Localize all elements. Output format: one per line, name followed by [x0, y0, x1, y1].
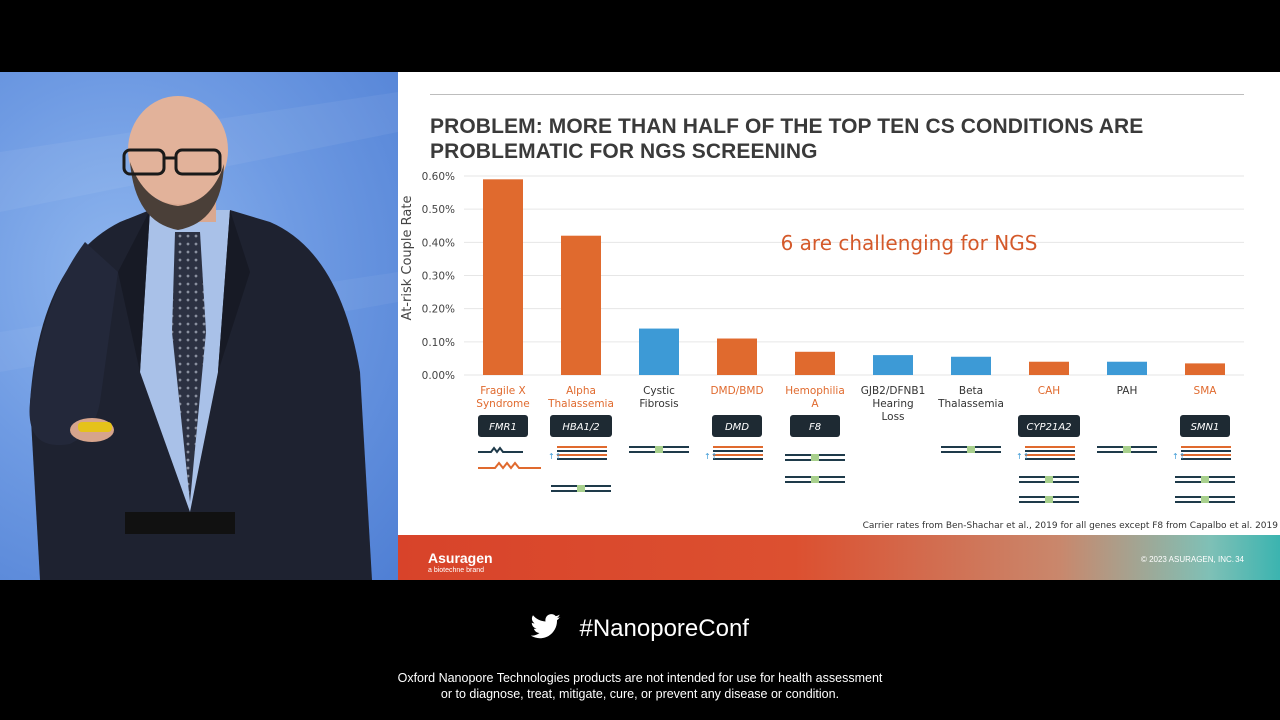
- sequence-schematic: [811, 454, 819, 461]
- category-label: A: [811, 398, 819, 410]
- slide-title: PROBLEM: MORE THAN HALF OF THE TOP TEN C…: [430, 114, 1230, 164]
- category-label: SMA: [1194, 385, 1218, 397]
- page-number: 34: [1235, 555, 1244, 564]
- category-label: Loss: [881, 411, 904, 423]
- arrows-icon: ↑↑: [1172, 452, 1185, 461]
- bar: [717, 338, 757, 375]
- gene-badge: [790, 415, 840, 437]
- gene-badge: [1018, 415, 1080, 437]
- conference-hashtag: #NanoporeConf: [579, 615, 749, 642]
- citation-text: Carrier rates from Ben-Shachar et al., 2…: [863, 521, 1279, 531]
- presentation-slide: PROBLEM: MORE THAN HALF OF THE TOP TEN C…: [398, 72, 1280, 580]
- bar-chart: 0.00% 0.10% 0.20% 0.30% 0.40% 0.50% 0.60% At-r…: [400, 171, 1279, 531]
- category-label: Thalassemia: [937, 398, 1004, 410]
- disclaimer-line-2: or to diagnose, treat, mitigate, cure, o…: [440, 687, 840, 701]
- sequence-schematic: [1045, 496, 1053, 503]
- gene-badge: [712, 415, 762, 437]
- speaker-video: [0, 72, 398, 580]
- category-label: PAH: [1117, 385, 1138, 397]
- bar: [795, 351, 835, 375]
- category-label: Hearing: [872, 398, 913, 410]
- sequence-schematic: [967, 446, 975, 453]
- bar: [483, 179, 523, 375]
- category-label: Fibrosis: [639, 398, 678, 410]
- twitter-bird-icon: [530, 614, 561, 644]
- bar: [1029, 361, 1069, 375]
- bar: [873, 355, 913, 375]
- category-label: Hemophilia: [785, 385, 845, 397]
- bar: [1185, 363, 1225, 375]
- category-label: Beta: [959, 385, 983, 397]
- category-label: Fragile X: [480, 385, 526, 397]
- gene-badge: [478, 415, 528, 437]
- y-tick-label: 0.40%: [422, 237, 455, 249]
- y-tick-label: 0.50%: [422, 204, 455, 216]
- y-axis-label: At-risk Couple Rate: [400, 196, 415, 321]
- logo-tagline: a biotechne brand: [428, 567, 485, 574]
- slide-footer: Asuragen a biotechne brand © 2023 ASURAG…: [398, 535, 1280, 580]
- bar: [951, 356, 991, 375]
- arrows-icon: ↑↑: [704, 452, 717, 461]
- category-label: CAH: [1038, 385, 1060, 397]
- hashtag-row: #NanoporeConf: [0, 614, 1280, 644]
- bar: [1107, 361, 1147, 375]
- y-tick-label: 0.10%: [422, 337, 455, 349]
- title-divider: [430, 94, 1244, 95]
- gene-label: DMD: [725, 422, 749, 433]
- sequence-schematic: [1045, 476, 1053, 483]
- asuragen-logo: Asuragen: [428, 550, 493, 566]
- sequence-schematic: [1201, 476, 1209, 483]
- slide-title-line-1: PROBLEM: MORE THAN HALF OF THE TOP TEN C…: [430, 115, 1144, 138]
- category-label: Syndrome: [476, 398, 529, 410]
- sequence-schematic: [577, 485, 585, 492]
- gene-label: SMN1: [1191, 422, 1220, 433]
- arrows-icon: ↑↑: [1016, 452, 1029, 461]
- disclaimer: Oxford Nanopore Technologies products ar…: [0, 670, 1280, 702]
- repeat-expansion-schematic: [478, 461, 541, 470]
- category-label: Alpha: [566, 385, 596, 397]
- arrows-icon: ↑↑: [548, 452, 561, 461]
- sequence-schematic: [1201, 496, 1209, 503]
- gene-label: CYP21A2: [1026, 422, 1071, 433]
- copyright-text: © 2023 ASURAGEN, INC.: [1140, 555, 1234, 564]
- sequence-schematic: [655, 446, 663, 453]
- repeat-expansion-schematic: [478, 446, 523, 454]
- sequence-schematic: [1123, 446, 1131, 453]
- category-label: GJB2/DFNB1: [861, 385, 926, 397]
- slide-title-line-2: PROBLEMATIC FOR NGS SCREENING: [430, 140, 818, 163]
- category-label: Cystic: [643, 385, 675, 397]
- y-tick-label: 0.30%: [422, 271, 455, 283]
- gene-label: HBA1/2: [562, 422, 599, 433]
- gene-badge: [1180, 415, 1230, 437]
- category-label: Thalassemia: [547, 398, 614, 410]
- gene-badge: [550, 415, 612, 437]
- ngs-callout: 6 are challenging for NGS: [781, 231, 1038, 255]
- disclaimer-line-1: Oxford Nanopore Technologies products ar…: [397, 671, 883, 685]
- category-label: DMD/BMD: [710, 385, 763, 397]
- gene-label: F8: [809, 422, 821, 433]
- speaker-figure: [0, 92, 398, 580]
- bar: [639, 328, 679, 375]
- gene-label: FMR1: [489, 422, 517, 433]
- y-tick-label: 0.00%: [422, 370, 455, 382]
- bar: [561, 235, 601, 375]
- sequence-schematic: [811, 476, 819, 483]
- y-tick-label: 0.60%: [422, 171, 455, 183]
- y-tick-label: 0.20%: [422, 304, 455, 316]
